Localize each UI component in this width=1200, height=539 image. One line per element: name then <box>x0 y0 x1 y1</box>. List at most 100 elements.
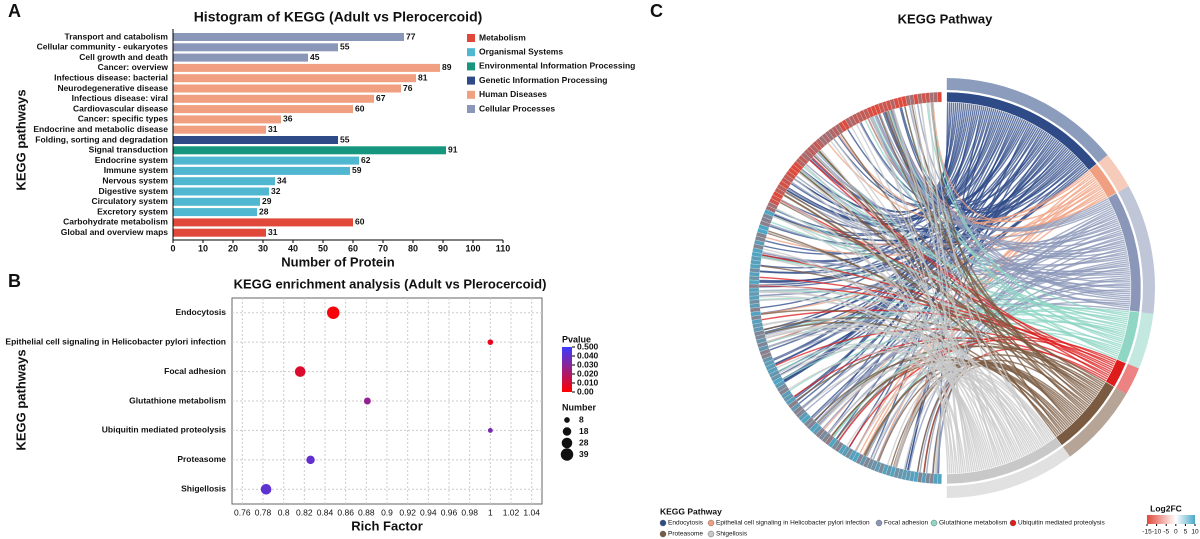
legend-swatch <box>467 62 475 71</box>
bar <box>173 105 353 114</box>
colorbar-tick-label: 0.500 <box>577 341 599 351</box>
colorbar-tick-label: -10 <box>1152 529 1162 536</box>
bubble <box>294 366 306 377</box>
size-legend-mark <box>562 427 572 436</box>
value-label: 67 <box>376 93 386 103</box>
protein-segment <box>748 287 760 293</box>
bar <box>173 228 266 237</box>
value-label: 45 <box>310 52 320 62</box>
bar <box>173 33 404 41</box>
x-tick-label: 60 <box>348 243 358 253</box>
chord <box>892 109 1008 464</box>
chord <box>893 378 957 474</box>
y-tick-label: Folding, sorting and degradation <box>35 134 168 144</box>
y-tick-label: Focal adhesion <box>164 366 226 376</box>
x-axis-title: Rich Factor <box>351 518 423 533</box>
y-tick-label: Global and overview maps <box>61 227 169 237</box>
y-tick-label: Glutathione metabolism <box>129 395 226 405</box>
size-legend-mark <box>564 417 570 423</box>
y-tick-label: Ubiquitin mediated proteolysis <box>102 425 226 435</box>
chord <box>781 198 979 472</box>
value-label: 76 <box>403 83 413 93</box>
x-tick-label: 0.82 <box>296 507 313 517</box>
y-tick-label: Cellular community - eukaryotes <box>37 42 169 52</box>
chord <box>869 117 1131 309</box>
chord <box>879 113 1128 258</box>
chord <box>932 102 1100 223</box>
chart-title: KEGG enrichment analysis (Adult vs Plero… <box>234 276 547 291</box>
y-tick-label: Cancer: specific types <box>78 114 169 124</box>
y-tick-label: Cell growth and death <box>79 52 168 62</box>
bar <box>173 177 275 186</box>
chord <box>794 178 951 474</box>
chord <box>884 111 1094 402</box>
protein-segment <box>933 473 939 484</box>
legend-swatch <box>707 530 715 538</box>
chord <box>759 291 985 471</box>
chord <box>813 155 1088 409</box>
protein-segment <box>937 473 942 485</box>
bar <box>173 166 350 175</box>
colorbar-tick-label: 10 <box>1191 529 1199 536</box>
chord <box>761 309 1116 363</box>
x-tick-label: 100 <box>465 243 480 253</box>
value-label: 59 <box>352 165 362 175</box>
bubble <box>487 427 493 433</box>
y-tick-label: Proteasome <box>177 454 226 464</box>
x-tick-label: 0 <box>170 243 175 253</box>
pathway-outer-band <box>1127 312 1154 369</box>
x-tick-label: 0.92 <box>399 507 416 517</box>
chord <box>766 328 989 470</box>
legend-label: Environmental Information Processing <box>479 61 635 71</box>
colorbar <box>562 347 572 392</box>
value-label: 36 <box>283 114 293 124</box>
chord <box>870 117 953 474</box>
colorbar-tick-label: 0.040 <box>577 350 599 360</box>
y-tick-label: Cardiovascular disease <box>73 103 168 113</box>
legend-label: Organismal Systems <box>479 46 563 56</box>
value-label: 91 <box>448 145 458 155</box>
y-tick-label: Transport and catabolism <box>65 31 169 41</box>
x-tick-label: 40 <box>288 243 298 253</box>
legend-swatch <box>875 519 883 527</box>
colorbar-tick-label: 0.00 <box>577 386 594 396</box>
legend-swatch <box>467 76 475 85</box>
value-label: 60 <box>355 103 365 113</box>
chord <box>872 116 1130 317</box>
bubble <box>487 339 494 345</box>
pathway-outer-band <box>1116 363 1139 394</box>
bar <box>173 218 353 227</box>
legend-swatch <box>930 519 938 527</box>
legend-label: Ubiquitin mediated proteolysis <box>1018 520 1105 527</box>
panel-label: B <box>8 271 21 291</box>
x-tick-label: 0.94 <box>420 507 437 517</box>
chord <box>904 106 1119 358</box>
protein-segment <box>933 92 939 103</box>
x-tick-label: 10 <box>198 243 208 253</box>
value-label: 31 <box>268 227 278 237</box>
legend-label: Cellular Processes <box>479 103 555 113</box>
x-tick-label: 80 <box>408 243 418 253</box>
y-axis-title: KEGG pathways <box>13 89 28 190</box>
chord <box>832 328 1123 438</box>
chord <box>809 159 1109 378</box>
value-label: 81 <box>418 72 428 82</box>
y-tick-label: Infectious disease: bacterial <box>54 72 168 82</box>
chord <box>763 248 993 469</box>
size-legend-label: 39 <box>579 449 589 459</box>
chord <box>759 299 1027 456</box>
pathway-arc <box>946 437 1063 485</box>
chord <box>791 181 1131 275</box>
value-label: 55 <box>340 42 350 52</box>
size-legend-label: 28 <box>579 437 589 447</box>
legend-label: Proteasome <box>668 531 703 538</box>
x-tick-label: 50 <box>318 243 328 253</box>
colorbar-tick-label: -15 <box>1142 529 1152 536</box>
y-tick-label: Nervous system <box>102 175 168 185</box>
value-label: 77 <box>406 31 416 41</box>
bar <box>173 115 281 124</box>
y-tick-label: Shigellosis <box>181 484 226 494</box>
pathway-outer-band <box>1098 155 1129 193</box>
chart-title: KEGG Pathway <box>898 11 993 26</box>
